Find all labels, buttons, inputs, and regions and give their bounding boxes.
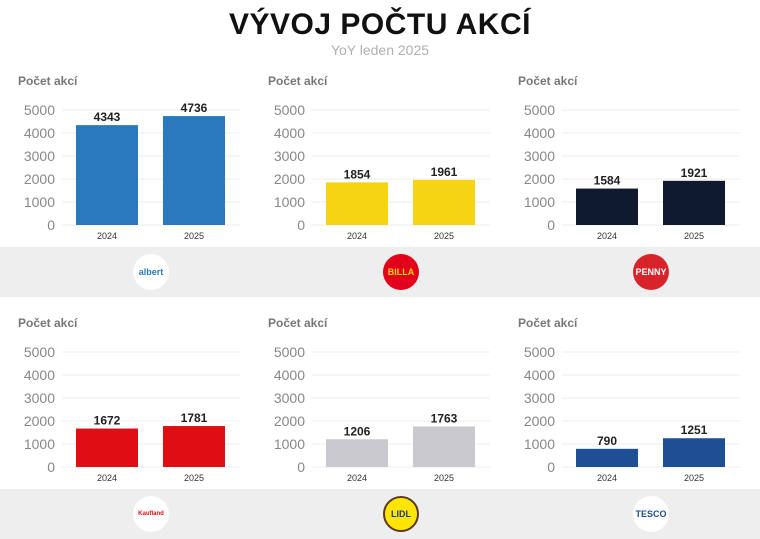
x-tick-label: 2025 xyxy=(184,473,204,483)
y-tick-label: 4000 xyxy=(524,367,555,383)
y-tick-label: 5000 xyxy=(24,102,55,118)
y-tick-label: 3000 xyxy=(24,148,55,164)
y-tick-label: 1000 xyxy=(524,436,555,452)
y-tick-label: 4000 xyxy=(524,125,555,141)
bar-2024 xyxy=(576,188,638,225)
bar-2024 xyxy=(326,182,388,225)
lidl-logo: LIDL xyxy=(383,496,419,532)
data-label: 1251 xyxy=(681,423,708,437)
x-tick-label: 2024 xyxy=(347,473,367,483)
chart-panel-tesco: Počet akcí 0 1000 2000 3000 4000 5000 790 2024 12… xyxy=(500,316,750,506)
y-tick-label: 1000 xyxy=(274,436,305,452)
y-tick-label: 2000 xyxy=(274,171,305,187)
y-tick-label: 5000 xyxy=(274,344,305,360)
y-tick-label: 5000 xyxy=(24,344,55,360)
x-tick-label: 2025 xyxy=(684,473,704,483)
penny-logo: PENNY xyxy=(633,254,669,290)
x-tick-label: 2024 xyxy=(597,473,617,483)
x-tick-label: 2024 xyxy=(97,231,117,241)
y-tick-label: 3000 xyxy=(24,390,55,406)
page-title: VÝVOJ POČTU AKCÍ xyxy=(229,8,531,41)
tesco-logo: TESCO xyxy=(633,496,669,532)
bar-2024 xyxy=(76,428,138,467)
chart-title: Počet akcí xyxy=(268,316,328,330)
bar-2024 xyxy=(576,448,638,467)
chart-title: Počet akcí xyxy=(18,316,78,330)
bar-chart: 0 1000 2000 3000 4000 5000 790 2024 1251 2025 xyxy=(524,344,740,483)
page-subtitle: YoY leden 2025 xyxy=(330,42,430,58)
data-label: 790 xyxy=(597,434,617,448)
bar-2025 xyxy=(663,438,725,467)
chart-panel-kaufland: Počet akcí 0 1000 2000 3000 4000 5000 1672 2024 1… xyxy=(0,316,250,506)
bar-2024 xyxy=(326,439,388,467)
y-tick-label: 1000 xyxy=(524,194,555,210)
data-label: 1781 xyxy=(181,411,208,425)
y-tick-label: 0 xyxy=(297,459,305,475)
data-label: 1672 xyxy=(94,414,121,428)
y-tick-label: 2000 xyxy=(24,413,55,429)
chart-panel-lidl: Počet akcí 0 1000 2000 3000 4000 5000 1206 2024 1… xyxy=(250,316,500,506)
y-tick-label: 4000 xyxy=(24,125,55,141)
bar-2025 xyxy=(663,180,725,225)
kaufland-logo: Kaufland xyxy=(133,496,169,532)
bar-chart: 0 1000 2000 3000 4000 5000 1584 2024 1921 2025 xyxy=(524,102,740,241)
chart-title: Počet akcí xyxy=(518,316,578,330)
y-tick-label: 0 xyxy=(547,217,555,233)
x-tick-label: 2025 xyxy=(684,231,704,241)
data-label: 1206 xyxy=(344,424,371,438)
bar-2025 xyxy=(413,179,475,225)
y-tick-label: 1000 xyxy=(24,194,55,210)
y-tick-label: 4000 xyxy=(274,367,305,383)
y-tick-label: 2000 xyxy=(524,171,555,187)
chart-title: Počet akcí xyxy=(518,74,578,88)
chart-title: Počet akcí xyxy=(268,74,328,88)
data-label: 1584 xyxy=(594,174,621,188)
billa-logo: BILLA xyxy=(383,254,419,290)
y-tick-label: 4000 xyxy=(274,125,305,141)
y-tick-label: 1000 xyxy=(24,436,55,452)
y-tick-label: 0 xyxy=(297,217,305,233)
bar-chart: 0 1000 2000 3000 4000 5000 1206 2024 1763 2025 xyxy=(274,344,490,483)
data-label: 1763 xyxy=(431,411,458,425)
bar-2025 xyxy=(413,426,475,467)
y-tick-label: 2000 xyxy=(524,413,555,429)
y-tick-label: 0 xyxy=(547,459,555,475)
x-tick-label: 2025 xyxy=(434,231,454,241)
y-tick-label: 3000 xyxy=(524,148,555,164)
x-tick-label: 2024 xyxy=(597,231,617,241)
y-tick-label: 3000 xyxy=(274,148,305,164)
chart-panel-billa: Počet akcí 0 1000 2000 3000 4000 5000 1854 2024 1… xyxy=(250,74,500,264)
x-tick-label: 2024 xyxy=(347,231,367,241)
bar-chart: 0 1000 2000 3000 4000 5000 1854 2024 1961 2025 xyxy=(274,102,490,241)
y-tick-label: 2000 xyxy=(24,171,55,187)
bar-2025 xyxy=(163,426,225,467)
y-tick-label: 4000 xyxy=(24,367,55,383)
chart-panel-penny: Počet akcí 0 1000 2000 3000 4000 5000 1584 2024 1… xyxy=(500,74,750,264)
y-tick-label: 0 xyxy=(47,217,55,233)
x-tick-label: 2025 xyxy=(434,473,454,483)
data-label: 1854 xyxy=(344,167,371,181)
y-tick-label: 3000 xyxy=(524,390,555,406)
y-tick-label: 5000 xyxy=(274,102,305,118)
bar-2025 xyxy=(163,116,225,225)
chart-title: Počet akcí xyxy=(18,74,78,88)
y-tick-label: 5000 xyxy=(524,344,555,360)
albert-logo: albert xyxy=(133,254,169,290)
y-tick-label: 2000 xyxy=(274,413,305,429)
data-label: 1961 xyxy=(431,165,458,179)
x-tick-label: 2025 xyxy=(184,231,204,241)
data-label: 4736 xyxy=(181,101,208,115)
bar-2024 xyxy=(76,125,138,225)
x-tick-label: 2024 xyxy=(97,473,117,483)
y-tick-label: 3000 xyxy=(274,390,305,406)
chart-panel-albert: Počet akcí 0 1000 2000 3000 4000 5000 4343 2024 4… xyxy=(0,74,250,264)
data-label: 1921 xyxy=(681,166,708,180)
y-tick-label: 5000 xyxy=(524,102,555,118)
bar-chart: 0 1000 2000 3000 4000 5000 1672 2024 1781 2025 xyxy=(24,344,240,483)
data-label: 4343 xyxy=(94,110,121,124)
bar-chart: 0 1000 2000 3000 4000 5000 4343 2024 4736 2025 xyxy=(24,101,240,241)
y-tick-label: 0 xyxy=(47,459,55,475)
y-tick-label: 1000 xyxy=(274,194,305,210)
